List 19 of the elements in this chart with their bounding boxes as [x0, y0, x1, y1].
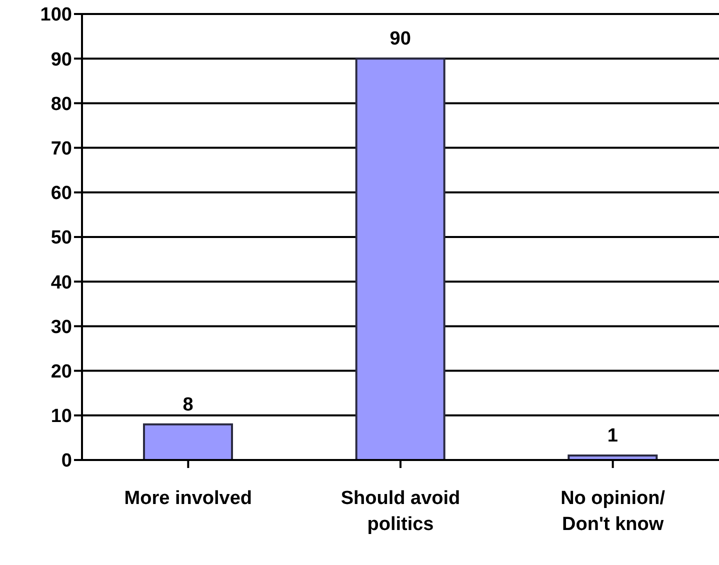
data-label: 90 — [390, 28, 411, 50]
x-tick-label: More involved — [124, 488, 252, 509]
y-tick-label: 90 — [50, 49, 72, 70]
x-tick-label: No opinion/ Don't know — [560, 488, 666, 535]
bar — [355, 58, 446, 460]
y-tick-label: 70 — [50, 138, 72, 160]
y-tick-label: 0 — [61, 450, 72, 472]
y-tick-label: 100 — [40, 4, 72, 26]
bar — [143, 423, 233, 460]
y-tick-label: 80 — [50, 94, 72, 115]
data-label: 8 — [182, 394, 194, 416]
y-tick-label: 30 — [50, 316, 72, 338]
x-tick-label: Should avoid politics — [340, 488, 460, 535]
data-label: 1 — [607, 426, 618, 447]
y-tick-label: 10 — [50, 406, 72, 428]
y-tick-label: 50 — [50, 228, 72, 249]
y-tick-label: 20 — [50, 362, 72, 383]
y-tick-label: 40 — [50, 272, 72, 294]
y-tick-label: 60 — [50, 183, 72, 204]
